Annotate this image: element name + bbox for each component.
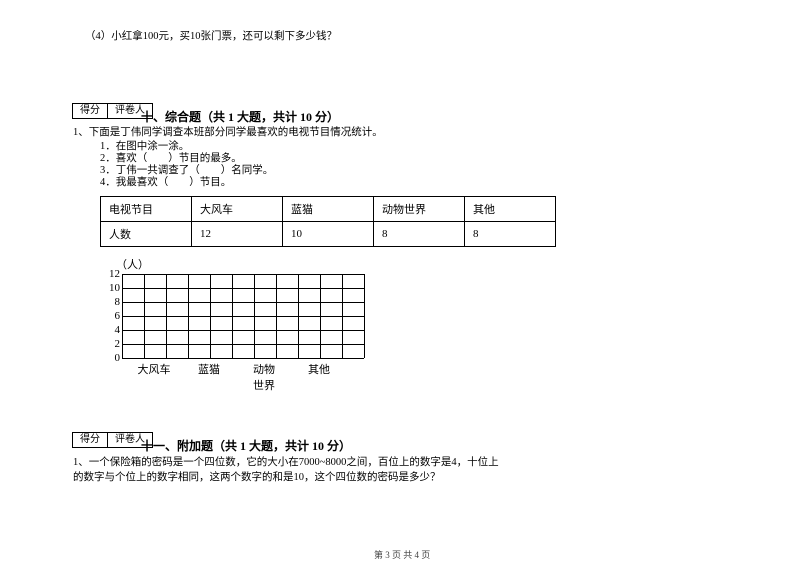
td-c2: 10 (283, 222, 374, 247)
s10-sub3: 3．丁伟一共调查了（ ）名同学。 (100, 166, 273, 177)
page-footer: 第 3 页 共 4 页 (374, 548, 430, 561)
ytick: 4 (104, 324, 120, 336)
xtick: 大风车 (126, 361, 182, 377)
s10-sub2: 2．喜欢（ ）节目的最多。 (100, 154, 242, 165)
ytick: 6 (104, 310, 120, 322)
s10-sub4: 4．我最喜欢（ ）节目。 (100, 178, 231, 189)
xtick: 动物 世界 (236, 361, 292, 393)
ytick: 12 (104, 268, 120, 280)
th-c2: 蓝猫 (283, 197, 374, 222)
th-c1: 大风车 (192, 197, 283, 222)
s11-q1b: 的数字与个位上的数字相同，这两个数字的和是10，这个四位数的密码是多少？ (73, 473, 441, 484)
th-c3: 动物世界 (374, 197, 465, 222)
ytick: 8 (104, 296, 120, 308)
table-row: 人数 12 10 8 8 (101, 222, 556, 247)
y-unit: （人） (116, 260, 149, 271)
xtick: 其他 (291, 361, 347, 377)
th-program: 电视节目 (101, 197, 192, 222)
score-label: 得分 (73, 104, 108, 118)
tv-table: 电视节目 大风车 蓝猫 动物世界 其他 人数 12 10 8 8 (100, 196, 556, 247)
chart-grid (122, 274, 365, 359)
s10-stem: 1、下面是丁伟同学调查本班部分同学最喜欢的电视节目情况统计。 (73, 128, 383, 139)
ytick: 10 (104, 282, 120, 294)
td-count: 人数 (101, 222, 192, 247)
td-c1: 12 (192, 222, 283, 247)
table-row: 电视节目 大风车 蓝猫 动物世界 其他 (101, 197, 556, 222)
th-c4: 其他 (465, 197, 556, 222)
ytick: 2 (104, 338, 120, 350)
s10-sub1: 1．在图中涂一涂。 (100, 142, 189, 153)
score-label: 得分 (73, 433, 108, 447)
section-11-title: 十一、附加题（共 1 大题，共计 10 分） (141, 440, 351, 452)
ytick: 0 (104, 352, 120, 364)
xtick: 蓝猫 (181, 361, 237, 377)
section-10-title: 十、综合题（共 1 大题，共计 10 分） (141, 111, 339, 123)
s11-q1a: 1、一个保险箱的密码是一个四位数，它的大小在7000~8000之间，百位上的数字… (73, 458, 499, 469)
td-c4: 8 (465, 222, 556, 247)
q4-text: （4）小红拿100元，买10张门票，还可以剩下多少钱？ (85, 32, 337, 43)
td-c3: 8 (374, 222, 465, 247)
